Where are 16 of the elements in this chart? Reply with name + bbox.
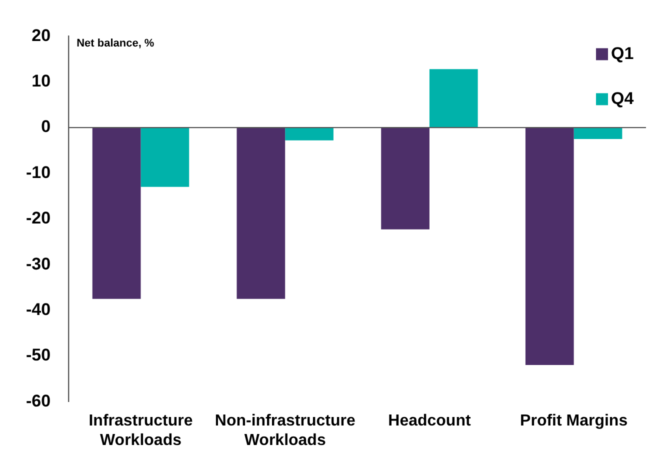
x-tick-label: Profit Margins	[520, 412, 628, 430]
y-tick-label: -30	[26, 254, 51, 274]
x-tick-label: Non-infrastructure Workloads	[214, 412, 356, 449]
y-tick-label: -50	[26, 346, 51, 365]
y-tick-label: 10	[32, 72, 51, 91]
y-tick-label: 20	[32, 26, 51, 45]
y-tick-label: -40	[26, 300, 51, 319]
x-tick-label: Infrastructure Workloads	[88, 412, 193, 449]
y-axis-title: Net balance, %	[76, 38, 154, 50]
y-tick-label: -20	[26, 208, 51, 228]
legend-label: Q4	[611, 88, 634, 108]
y-tick-label: -10	[26, 162, 51, 182]
y-tick-label: -60	[26, 391, 51, 410]
legend-label: Q1	[611, 44, 634, 63]
x-tick-label: Headcount	[388, 412, 472, 430]
y-tick-label: 0	[41, 117, 51, 136]
